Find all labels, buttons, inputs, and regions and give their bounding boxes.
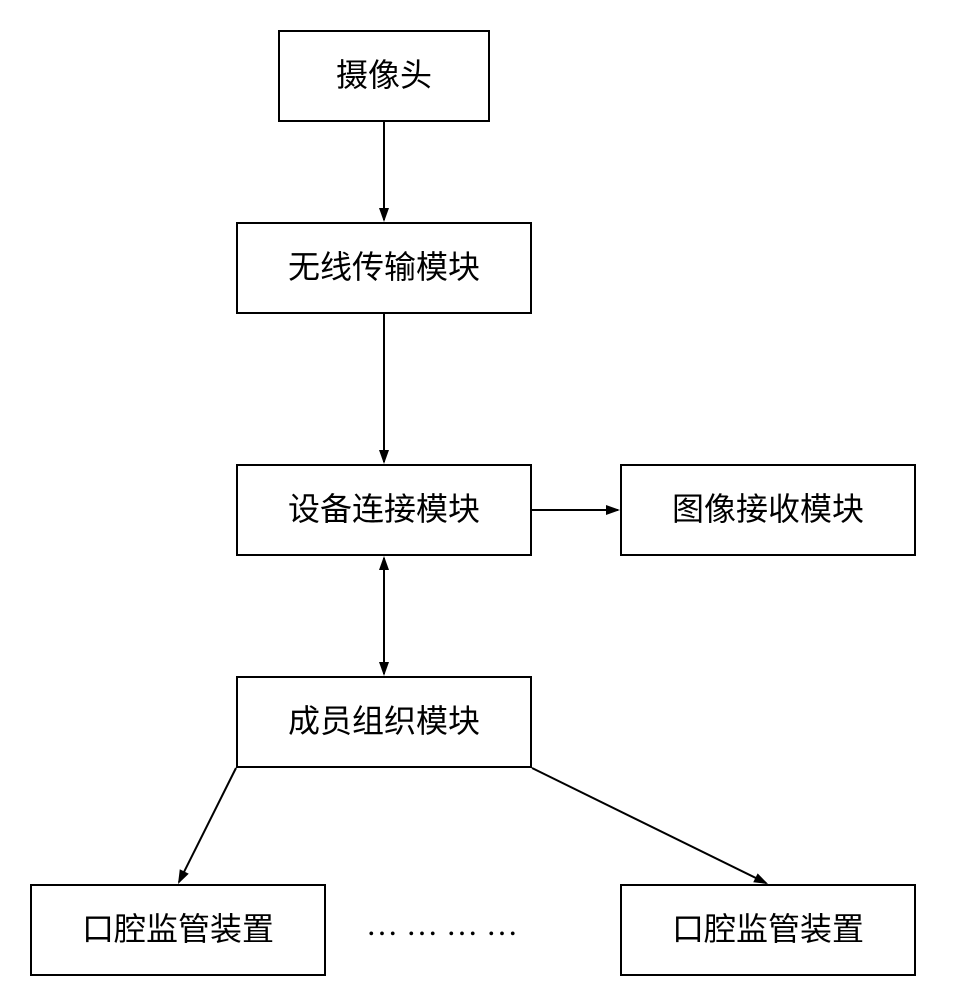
edge-member-to-oral-l xyxy=(178,768,236,884)
edge-connect-to-imgrecv xyxy=(532,505,620,515)
edge-member-to-oral-r xyxy=(532,768,768,884)
node-oral-l: 口腔监管装置 xyxy=(30,884,326,976)
edge-camera-to-wireless xyxy=(379,122,389,222)
node-member: 成员组织模块 xyxy=(236,676,532,768)
edge-connect-member-bidi xyxy=(379,556,389,676)
node-wireless: 无线传输模块 xyxy=(236,222,532,314)
edge-wireless-to-connect xyxy=(379,314,389,464)
ellipsis-text: … … … … xyxy=(366,906,518,943)
node-camera: 摄像头 xyxy=(278,30,490,122)
node-imgrecv: 图像接收模块 xyxy=(620,464,916,556)
node-connect: 设备连接模块 xyxy=(236,464,532,556)
node-oral-r: 口腔监管装置 xyxy=(620,884,916,976)
